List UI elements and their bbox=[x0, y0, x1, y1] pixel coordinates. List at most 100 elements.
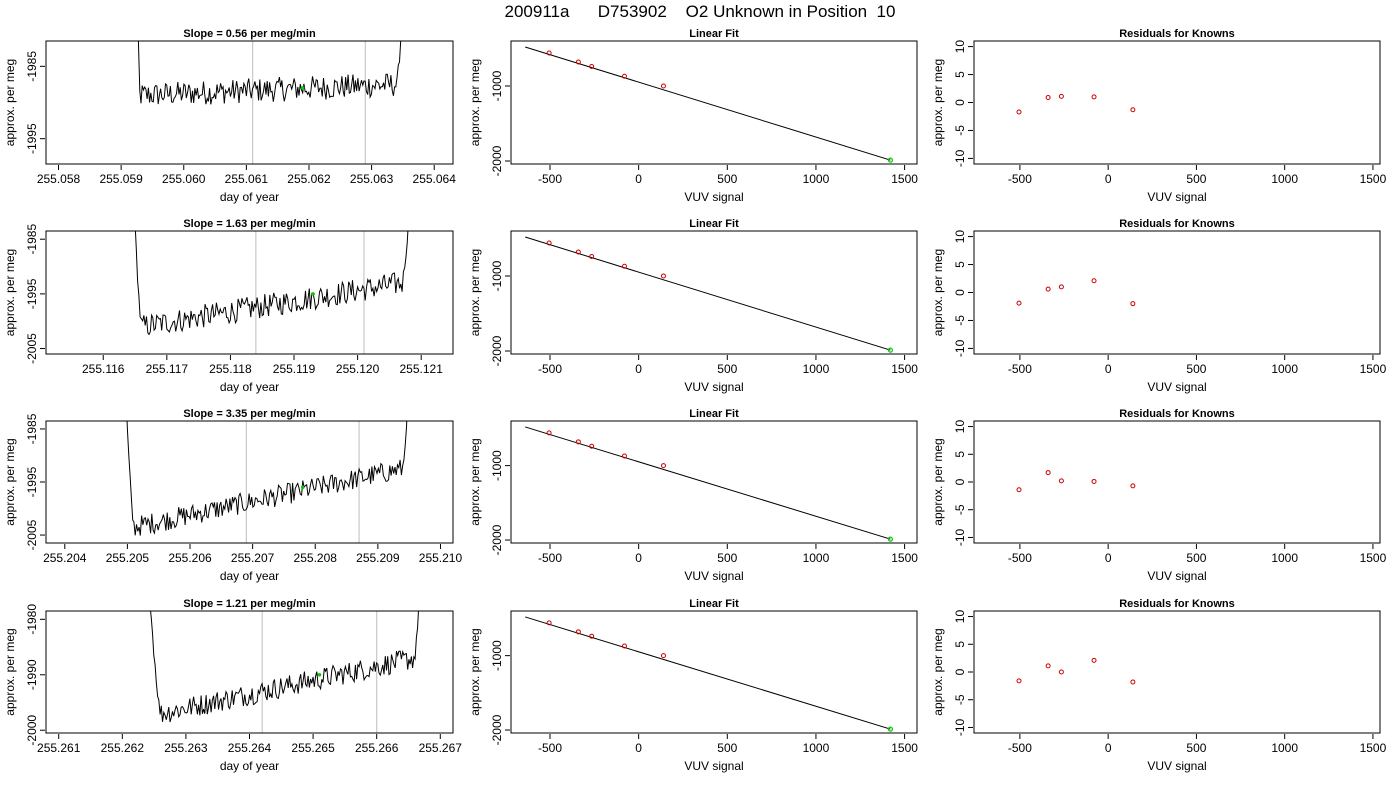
plot-frame bbox=[973, 230, 1381, 355]
plot-area bbox=[525, 46, 894, 163]
plot-r1-fit: Linear Fit VUV signal approx. per meg -500 0… bbox=[468, 28, 918, 204]
series-line bbox=[126, 421, 408, 536]
known-point bbox=[575, 439, 581, 445]
plot-frame bbox=[510, 40, 918, 165]
plot-title: Residuals for Knowns bbox=[1119, 218, 1235, 230]
known-point bbox=[1016, 487, 1022, 493]
x-tick-label: -500 bbox=[538, 172, 562, 186]
x-tick-label: -500 bbox=[538, 741, 562, 755]
known-point bbox=[660, 83, 666, 89]
y-tick-label: 5 bbox=[953, 261, 967, 268]
y-axis-label: approx. per meg bbox=[931, 438, 945, 525]
plot-r1-res: Residuals for Knowns VUV signal approx. pe… bbox=[931, 28, 1387, 204]
known-point bbox=[1058, 284, 1064, 290]
y-axis-label: approx. per meg bbox=[3, 628, 17, 715]
y-tick-label: 0 bbox=[953, 668, 967, 675]
known-point bbox=[1045, 94, 1051, 100]
plot-area bbox=[126, 421, 408, 543]
y-tick-label: -5 bbox=[953, 315, 967, 326]
plot-title: Linear Fit bbox=[689, 218, 739, 230]
x-tick-label: 0 bbox=[635, 551, 642, 565]
x-tick-label: 255.119 bbox=[273, 362, 316, 376]
known-point bbox=[1016, 300, 1022, 306]
known-point bbox=[1016, 678, 1022, 684]
x-tick-label: 500 bbox=[717, 362, 737, 376]
plot-area bbox=[134, 231, 409, 354]
plot-r3-time: Slope = 3.35 per meg/min day of year appro… bbox=[3, 408, 462, 583]
y-axis-label: approx. per meg bbox=[3, 59, 17, 146]
known-point bbox=[660, 273, 666, 279]
x-tick-label: 1500 bbox=[1360, 172, 1387, 186]
x-tick-label: -500 bbox=[538, 362, 562, 376]
x-axis-label: day of year bbox=[220, 380, 279, 394]
y-tick-label: -1000 bbox=[490, 70, 504, 101]
plot-frame bbox=[45, 610, 454, 734]
x-tick-label: 1500 bbox=[1360, 362, 1387, 376]
plot-r3-fit: Linear Fit VUV signal approx. per meg -500 0… bbox=[468, 408, 918, 583]
x-tick-label: 0 bbox=[1105, 172, 1112, 186]
x-tick-label: -500 bbox=[1008, 741, 1032, 755]
plot-frame bbox=[510, 230, 918, 355]
y-tick-label: -5 bbox=[953, 125, 967, 136]
x-tick-label: 255.206 bbox=[168, 551, 212, 565]
y-tick-label: -1985 bbox=[25, 51, 39, 82]
y-tick-label: -1990 bbox=[25, 659, 39, 690]
series-line bbox=[150, 611, 419, 723]
x-tick-label: -500 bbox=[538, 551, 562, 565]
known-point bbox=[575, 249, 581, 255]
x-tick-label: 1500 bbox=[891, 741, 918, 755]
fit-line bbox=[525, 616, 891, 730]
plot-area bbox=[150, 611, 419, 733]
x-tick-label: 255.064 bbox=[413, 172, 457, 186]
y-axis-label: approx. per meg bbox=[3, 249, 17, 336]
plot-area bbox=[525, 616, 894, 732]
known-point bbox=[1091, 94, 1097, 100]
plot-r2-res: Residuals for Knowns VUV signal approx. pe… bbox=[931, 218, 1387, 394]
y-tick-label: -2000 bbox=[25, 715, 39, 746]
plot-frame bbox=[973, 40, 1381, 165]
known-point bbox=[1091, 478, 1097, 484]
x-tick-label: -500 bbox=[1008, 172, 1032, 186]
known-point bbox=[546, 50, 552, 56]
x-axis-label: day of year bbox=[220, 190, 279, 204]
x-tick-label: 255.118 bbox=[209, 362, 252, 376]
x-axis-label: VUV signal bbox=[684, 759, 743, 773]
known-point bbox=[1016, 109, 1022, 115]
plot-title: Residuals for Knowns bbox=[1119, 408, 1235, 420]
series-line bbox=[137, 41, 402, 105]
x-tick-label: 255.058 bbox=[37, 172, 81, 186]
known-point bbox=[1058, 93, 1064, 99]
y-tick-label: -5 bbox=[953, 694, 967, 705]
plot-frame bbox=[45, 40, 454, 165]
plot-title: Linear Fit bbox=[689, 598, 739, 610]
y-tick-label: 5 bbox=[953, 641, 967, 648]
y-tick-label: -2005 bbox=[25, 333, 39, 364]
x-tick-label: 255.264 bbox=[228, 741, 272, 755]
x-tick-label: 255.261 bbox=[37, 741, 81, 755]
known-point bbox=[1045, 663, 1051, 669]
x-tick-label: 255.120 bbox=[336, 362, 380, 376]
plot-r1-time: Slope = 0.56 per meg/min day of year appro… bbox=[3, 28, 457, 204]
x-tick-label: 500 bbox=[1186, 551, 1206, 565]
plot-title: Slope = 1.21 per meg/min bbox=[183, 598, 316, 610]
known-point bbox=[1058, 478, 1064, 484]
x-axis-label: VUV signal bbox=[684, 569, 743, 583]
unknown-point bbox=[317, 672, 322, 677]
x-axis-label: VUV signal bbox=[1147, 759, 1206, 773]
plot-title: Linear Fit bbox=[689, 28, 739, 40]
known-point bbox=[589, 443, 595, 449]
known-point bbox=[1045, 286, 1051, 292]
x-axis-label: VUV signal bbox=[684, 190, 743, 204]
y-tick-label: -1985 bbox=[25, 413, 39, 444]
y-axis-label: approx. per meg bbox=[468, 628, 482, 715]
x-tick-label: 255.062 bbox=[287, 172, 331, 186]
unknown-point bbox=[887, 157, 894, 163]
x-tick-label: 1500 bbox=[891, 362, 918, 376]
x-tick-label: 255.266 bbox=[355, 741, 399, 755]
fit-line bbox=[525, 236, 891, 351]
plot-frame bbox=[510, 420, 918, 544]
plot-area bbox=[137, 41, 402, 164]
known-point bbox=[1045, 470, 1051, 476]
known-point bbox=[1058, 669, 1064, 675]
unknown-point bbox=[300, 485, 305, 490]
